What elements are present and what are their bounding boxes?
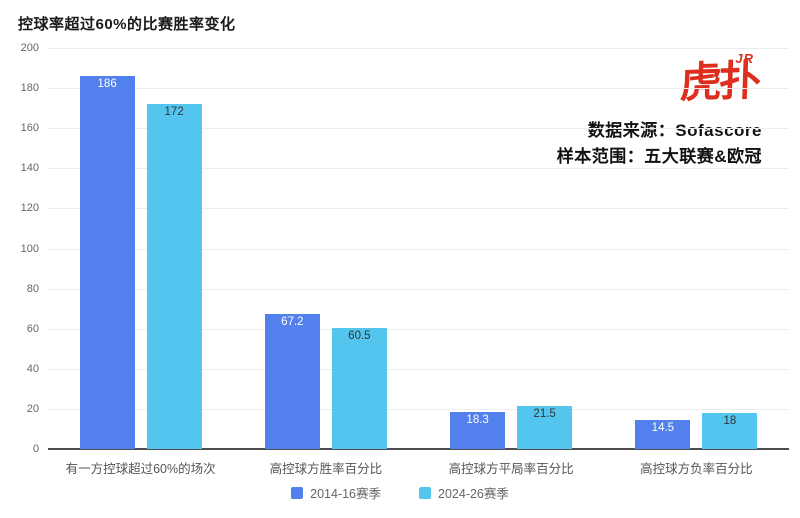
source-line-2: 样本范围：五大联赛&欧冠 <box>556 146 762 166</box>
chart-legend: 2014-16赛季 2024-26赛季 <box>0 483 800 502</box>
bar-2024-26赛季-高控球方胜率百分比: 60.5 <box>331 327 387 449</box>
legend-item-2024-26赛季[interactable]: 2024-26赛季 <box>419 483 509 502</box>
legend-swatch-icon <box>419 486 431 499</box>
legend-label: 2014-16赛季 <box>310 487 381 501</box>
hupu-logo-jr-badge: JR <box>735 51 754 66</box>
gridline-y-40 <box>48 368 789 370</box>
gridline-y-140 <box>48 168 789 170</box>
gridline-y-80 <box>48 288 789 290</box>
bar-2014-16赛季-有一方控球超过60%的场次: 186 <box>79 76 135 449</box>
y-axis-tick-label: 200 <box>20 42 39 54</box>
x-axis-category-label: 高控球方胜率百分比 <box>269 462 383 476</box>
x-axis-category-label: 高控球方平局率百分比 <box>448 462 574 476</box>
gridline-y-60 <box>48 328 789 330</box>
bar-value-label: 18.3 <box>466 414 489 427</box>
bar-value-label: 67.2 <box>281 316 304 329</box>
y-axis-tick-label: 140 <box>20 162 39 175</box>
bar-value-label: 18 <box>723 414 737 427</box>
gridline-y-160 <box>48 128 789 130</box>
bar-2014-16赛季-高控球方平局率百分比: 18.3 <box>450 412 506 449</box>
y-axis-tick-label: 120 <box>20 202 39 215</box>
legend-label: 2024-26赛季 <box>438 487 509 501</box>
y-axis-tick-label: 180 <box>20 82 39 95</box>
bar-value-label: 60.5 <box>348 329 371 342</box>
y-axis-tick-label: 0 <box>32 443 39 455</box>
gridline-y-120 <box>48 208 789 210</box>
bar-value-label: 21.5 <box>533 407 556 420</box>
chart-title: 控球率超过60%的比赛胜率变化 <box>18 16 236 33</box>
bar-2024-26赛季-高控球方平局率百分比: 21.5 <box>517 405 573 449</box>
bar-2024-26赛季-高控球方负率百分比: 18 <box>702 412 758 449</box>
x-axis-category-label: 高控球方负率百分比 <box>640 462 753 476</box>
hupu-logo: JR 虎扑 <box>679 51 759 106</box>
y-axis-tick-label: 80 <box>26 282 39 295</box>
bar-2024-26赛季-有一方控球超过60%的场次: 172 <box>146 104 202 449</box>
gridline-y-180 <box>48 88 789 90</box>
gridline-y-200 <box>48 48 789 49</box>
y-axis-tick-label: 60 <box>26 322 39 335</box>
source-block: 数据来源：Sofascore 样本范围：五大联赛&欧冠 <box>557 118 762 169</box>
y-axis-tick-label: 20 <box>26 402 39 415</box>
y-axis-tick-label: 100 <box>20 242 39 255</box>
y-axis-tick-label: 40 <box>26 362 39 375</box>
bar-2014-16赛季-高控球方胜率百分比: 67.2 <box>264 314 320 449</box>
y-axis-tick-label: 160 <box>20 122 39 135</box>
bar-value-label: 14.5 <box>651 421 675 434</box>
bar-value-label: 186 <box>97 78 117 91</box>
legend-item-2014-16赛季[interactable]: 2014-16赛季 <box>291 483 381 502</box>
plot-area: 0 20 40 60 80 100 120 140 160 180 200 186 172 有一方控球超过… <box>21 42 789 476</box>
bar-2014-16赛季-高控球方负率百分比: 14.5 <box>635 419 691 449</box>
gridline-y-20 <box>48 408 789 410</box>
source-line-1: 数据来源：Sofascore <box>587 121 762 140</box>
gridline-y-100 <box>48 248 789 250</box>
x-axis-category-label: 有一方控球超过60%的场次 <box>65 462 216 476</box>
bar-value-label: 172 <box>164 106 184 119</box>
legend-swatch-icon <box>291 486 304 499</box>
x-axis-line <box>48 448 789 450</box>
